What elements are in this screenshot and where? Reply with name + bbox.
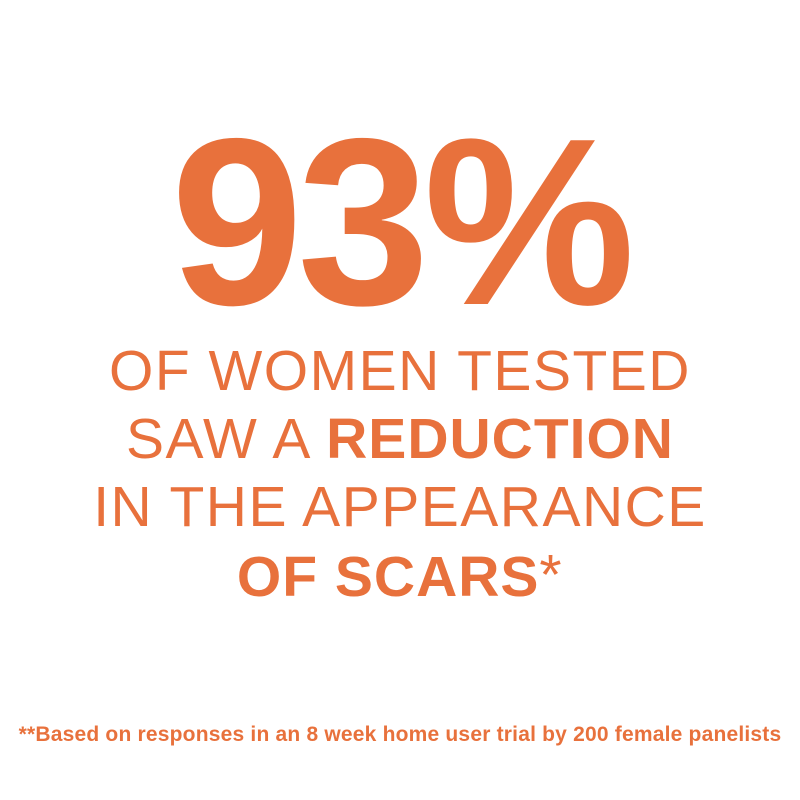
claim-line-1: OF WOMEN TESTED xyxy=(109,339,691,403)
footnote-disclaimer: **Based on responses in an 8 week home u… xyxy=(18,723,782,746)
claim-line-2-emphasis: REDUCTION xyxy=(326,407,674,471)
claim-line-2: SAW A REDUCTION xyxy=(0,405,800,473)
claim-line-2-normal: SAW A xyxy=(126,407,327,471)
claim-text: OF WOMEN TESTED SAW A REDUCTION IN THE A… xyxy=(0,337,800,611)
footnote-asterisk-marker: * xyxy=(539,543,564,607)
stat-percentage: 93% xyxy=(170,90,635,355)
claim-line-4: OF SCARS* xyxy=(0,541,800,611)
claim-line-3: IN THE APPEARANCE xyxy=(93,475,707,539)
claim-line-4-emphasis: OF SCARS xyxy=(236,545,540,609)
